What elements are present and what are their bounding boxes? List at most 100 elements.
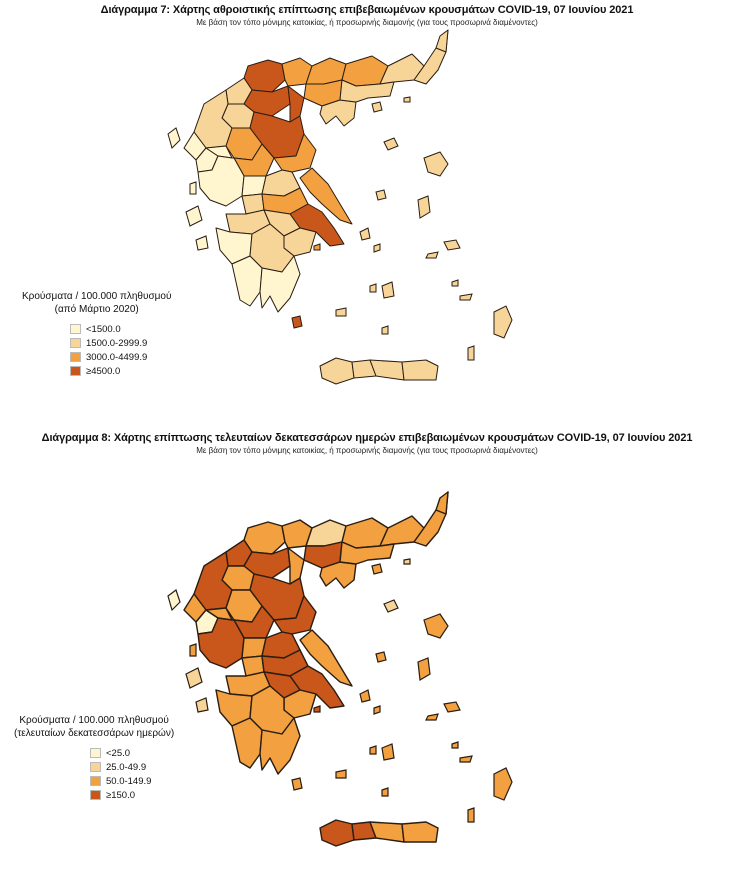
island-kalymnos	[451, 279, 459, 287]
island-kos	[459, 755, 473, 763]
region-lasithi	[401, 359, 439, 381]
legend-label: 1500.0-2999.9	[86, 337, 148, 349]
island-ikaria	[425, 713, 439, 721]
region-messinia	[231, 717, 263, 769]
island-skyros	[375, 189, 387, 201]
island-lesvos	[423, 613, 449, 639]
island-thasos	[371, 101, 383, 113]
island-corfu	[167, 589, 181, 612]
region-lakonia	[259, 717, 301, 775]
island-lefkada	[189, 643, 197, 657]
legend-swatch	[90, 776, 101, 786]
island-kefalonia	[185, 205, 203, 227]
island-lefkada	[189, 181, 197, 195]
region-lakonia	[259, 255, 301, 313]
island-aegina	[313, 705, 321, 713]
island-ikaria	[425, 251, 439, 259]
legend-item: 25.0-49.9	[90, 760, 174, 774]
legend-label: 3000.0-4499.9	[86, 351, 148, 363]
map-title: Διάγραμμα 7: Χάρτης αθροιστικής επίπτωση…	[100, 4, 634, 16]
legend-label: 50.0-149.9	[106, 775, 152, 787]
greece-choropleth-map	[167, 491, 513, 847]
island-kefalonia	[185, 667, 203, 689]
island-naxos	[381, 743, 395, 761]
island-tinos	[373, 243, 381, 253]
island-samothraki	[403, 96, 411, 103]
greece-choropleth-map	[167, 29, 513, 385]
region-heraklion	[369, 821, 405, 843]
legend-label: 25.0-49.9	[106, 761, 147, 773]
legend-swatch	[70, 338, 81, 348]
islands-group	[167, 96, 513, 361]
region-kavala	[339, 79, 395, 103]
island-chios	[417, 657, 431, 681]
island-santorini	[381, 787, 389, 797]
region-evros	[435, 491, 449, 515]
island-andros	[359, 689, 371, 703]
island-samothraki	[403, 558, 411, 565]
legend-swatch	[90, 762, 101, 772]
island-paros	[369, 283, 377, 293]
island-milos	[335, 769, 347, 779]
region-evia	[299, 629, 353, 687]
legend-swatch	[70, 352, 81, 362]
island-rhodes	[493, 767, 513, 801]
legend-item: 50.0-149.9	[90, 774, 174, 788]
island-rhodes	[493, 305, 513, 339]
island-karpathos	[467, 345, 475, 361]
map-title: Διάγραμμα 8: Χάρτης επίπτωσης τελευταίων…	[41, 432, 693, 444]
region-chania	[319, 357, 355, 385]
legend-title: Κρούσματα / 100.000 πληθυσμού	[19, 715, 169, 726]
island-kythira	[291, 777, 303, 791]
region-evros	[435, 29, 449, 53]
island-andros	[359, 227, 371, 241]
island-zakynthos	[195, 697, 209, 713]
map-legend: Κρούσματα / 100.000 πληθυσμού (από Μάρτι…	[22, 290, 171, 378]
region-evia	[299, 167, 353, 225]
island-samos	[443, 239, 461, 251]
map-panel-14day: Διάγραμμα 8: Χάρτης επίπτωσης τελευταίων…	[0, 428, 734, 888]
island-corfu	[167, 127, 181, 149]
legend-item: 3000.0-4499.9	[70, 350, 171, 364]
island-skyros	[375, 651, 387, 663]
legend-subtitle: (τελευταίων δεκατεσσάρων ημερών)	[14, 728, 175, 739]
region-messinia	[231, 255, 263, 307]
region-imathia-pieria	[287, 85, 305, 123]
island-santorini	[381, 325, 389, 335]
island-thasos	[371, 563, 383, 575]
region-kavala	[339, 541, 395, 565]
region-lasithi	[401, 821, 439, 843]
legend-swatch	[90, 790, 101, 800]
legend-label: <25.0	[106, 747, 131, 759]
legend-label: ≥150.0	[106, 789, 135, 801]
region-chania	[319, 819, 355, 847]
island-samos	[443, 701, 461, 713]
island-paros	[369, 745, 377, 755]
map-subtitle: Με βάση τον τόπο μόνιμης κατοικίας, ή πρ…	[196, 18, 538, 27]
legend-subtitle: (από Μάρτιο 2020)	[54, 304, 139, 315]
legend-label: ≥4500.0	[86, 365, 121, 377]
map-legend: Κρούσματα / 100.000 πληθυσμού (τελευταίω…	[14, 714, 174, 802]
legend-swatch	[70, 366, 81, 376]
legend-title: Κρούσματα / 100.000 πληθυσμού	[22, 291, 172, 302]
island-aegina	[313, 243, 321, 251]
map-panel-cumulative: Διάγραμμα 7: Χάρτης αθροιστικής επίπτωση…	[0, 0, 734, 420]
island-zakynthos	[195, 235, 209, 251]
island-lemnos	[383, 137, 399, 151]
island-lemnos	[383, 599, 399, 613]
legend-item: ≥150.0	[90, 788, 174, 802]
island-kos	[459, 293, 473, 301]
island-chios	[417, 195, 431, 219]
island-lesvos	[423, 151, 449, 177]
legend-swatch	[70, 324, 81, 334]
island-tinos	[373, 705, 381, 715]
island-kalymnos	[451, 741, 459, 749]
map-subtitle: Με βάση τον τόπο μόνιμης κατοικίας, ή πρ…	[196, 446, 538, 455]
islands-group	[167, 558, 513, 823]
region-heraklion	[369, 359, 405, 381]
legend-item: 1500.0-2999.9	[70, 336, 171, 350]
legend-item: ≥4500.0	[70, 364, 171, 378]
island-milos	[335, 307, 347, 317]
legend-item: <1500.0	[70, 322, 171, 336]
legend-item: <25.0	[90, 746, 174, 760]
